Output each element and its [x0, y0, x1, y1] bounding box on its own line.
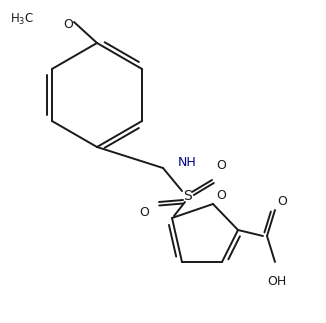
Text: H$_3$C: H$_3$C: [10, 12, 34, 27]
Text: S: S: [184, 189, 192, 203]
Text: O: O: [63, 18, 73, 31]
Text: O: O: [277, 195, 287, 208]
Text: O: O: [216, 189, 226, 202]
Text: NH: NH: [178, 155, 197, 169]
Text: O: O: [139, 206, 149, 219]
Text: OH: OH: [267, 275, 286, 288]
Text: O: O: [216, 159, 226, 172]
